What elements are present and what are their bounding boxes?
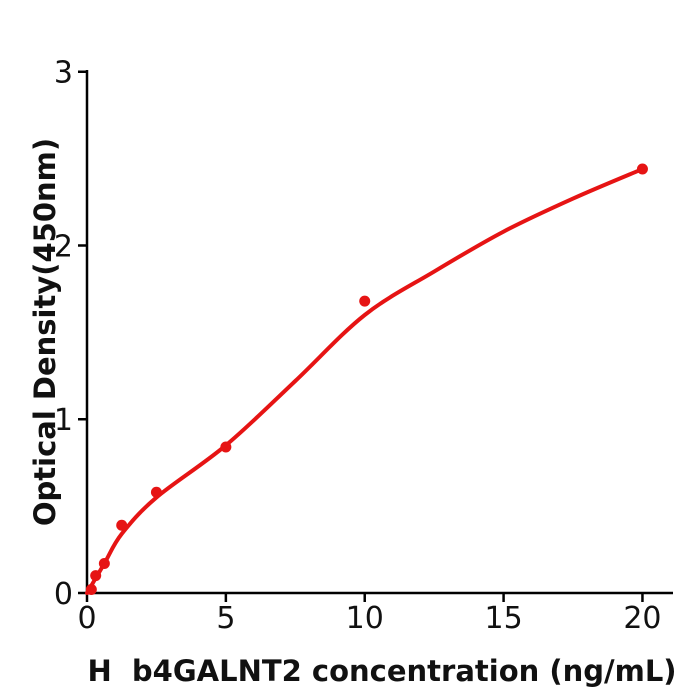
data-point: [150, 486, 162, 498]
x-tick-label: 0: [77, 601, 96, 636]
x-tick-label: 15: [484, 601, 522, 636]
data-point: [636, 163, 648, 175]
data-point: [116, 519, 128, 531]
data-point: [98, 557, 110, 569]
x-tick-label: 10: [346, 601, 384, 636]
y-tick-label: 2: [54, 229, 73, 264]
x-tick-label: 5: [216, 601, 235, 636]
data-point: [220, 441, 232, 453]
y-axis-title: Optical Density(450nm): [28, 137, 62, 527]
fit-curve: [85, 167, 645, 595]
y-tick-label: 3: [54, 56, 73, 91]
y-tick-label: 1: [54, 403, 73, 438]
x-tick-label: 20: [623, 601, 661, 636]
x-axis-title: H b4GALNT2 concentration (ng/mL): [87, 654, 677, 688]
data-point: [359, 295, 371, 307]
data-point: [85, 584, 97, 596]
y-tick-label: 0: [54, 577, 73, 612]
data-point: [90, 570, 102, 582]
